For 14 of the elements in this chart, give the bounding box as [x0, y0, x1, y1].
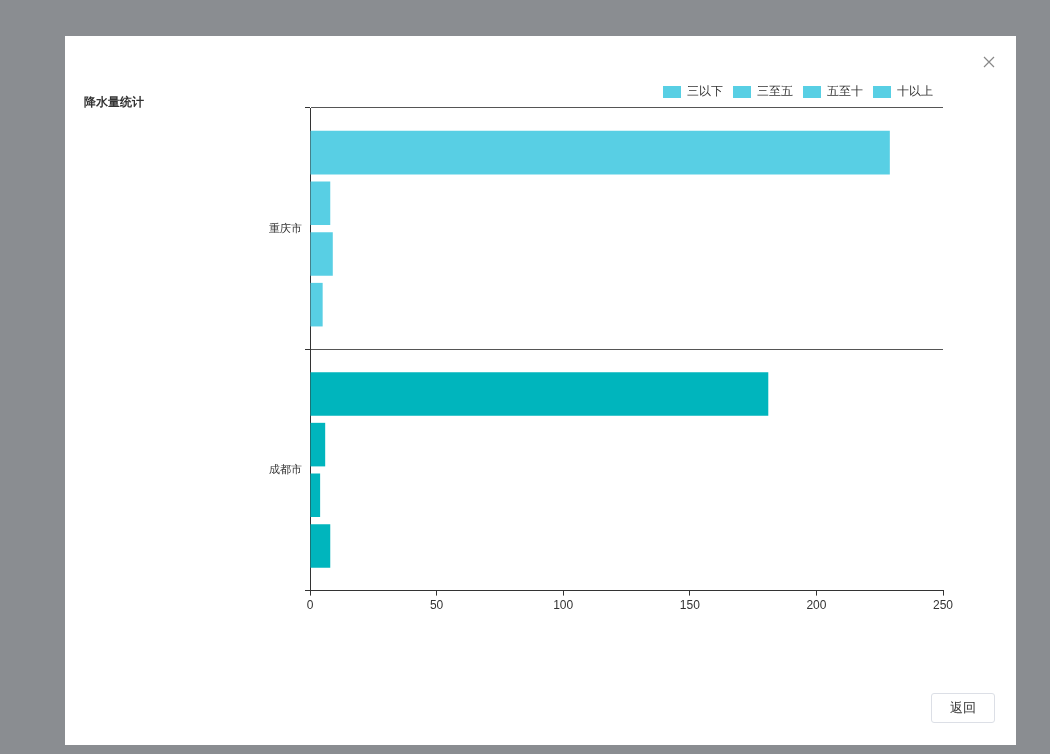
x-tick-label: 0 — [306, 598, 314, 613]
legend-label: 三以下 — [687, 84, 723, 99]
x-tick-label: 200 — [806, 598, 827, 613]
text: 降水量统计 — [84, 95, 144, 110]
y-tick-label: 重庆市 — [269, 221, 302, 234]
legend-label: 三至五 — [757, 84, 793, 99]
x-tick-label: 50 — [429, 598, 444, 613]
legend-label: 十以上 — [897, 84, 933, 99]
text: 返回 — [931, 693, 995, 723]
x-tick-label: 100 — [553, 598, 574, 613]
legend-label: 五至十 — [827, 84, 863, 99]
x-tick-label: 250 — [932, 598, 954, 613]
x-tick-label: 150 — [679, 598, 701, 613]
y-tick-label: 成都市 — [269, 462, 302, 475]
